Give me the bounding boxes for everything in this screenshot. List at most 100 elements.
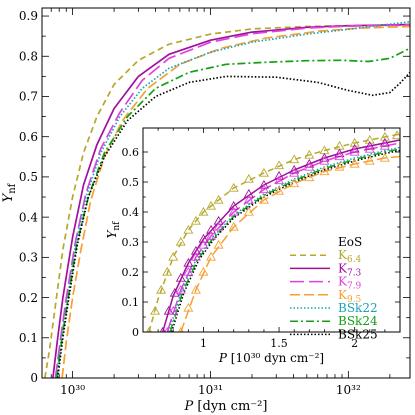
- y-axis-label-symbol: Y: [105, 230, 119, 239]
- marker-k6-4: [146, 326, 152, 332]
- marker-k6-4: [258, 167, 269, 177]
- marker-k7-9: [228, 206, 239, 216]
- marker-k9-5: [364, 155, 375, 165]
- legend-label-bsk25: BSk25: [338, 327, 378, 341]
- marker-k9-5: [349, 158, 360, 168]
- marker-k6-4: [198, 206, 209, 216]
- legend-label-subscript: 6.4: [347, 255, 362, 265]
- marker-k6-4: [213, 194, 224, 204]
- inset-panel-series-group: [146, 130, 400, 332]
- x-tick-label: 10³²: [336, 383, 361, 397]
- marker-k9-5: [379, 152, 390, 162]
- marker-k9-5: [213, 239, 224, 249]
- x-axis-label: P [dyn cm⁻²]: [184, 399, 268, 414]
- marker-k6-4: [304, 149, 315, 159]
- series-line-k9-5: [61, 25, 410, 378]
- y-tick-label: 0.4: [19, 210, 38, 224]
- series-line-bsk24: [169, 148, 400, 332]
- marker-k6-4: [156, 284, 167, 294]
- y-tick-label: 0.6: [19, 130, 38, 144]
- legend-label-subscript: 7.3: [347, 268, 362, 278]
- legend-label-k9-5: K9.5: [338, 288, 362, 305]
- y-tick-label: 0.1: [122, 296, 140, 309]
- y-tick-label: 0.3: [19, 251, 38, 265]
- main-plot-panel: 0 0.1 0.2 0.3 0.4 0.5 0.6 0.7 0.8 0.9 10³⁰ 10³¹ 10³²…: [1, 7, 411, 414]
- legend-label-number: 22: [362, 301, 377, 315]
- y-tick-label: 0.3: [122, 236, 140, 249]
- marker-k7-9: [183, 266, 194, 276]
- marker-k7-9: [206, 230, 217, 240]
- series-line-k6-4: [148, 133, 400, 332]
- marker-k7-3: [175, 272, 186, 282]
- y-tick-label: 0.8: [19, 49, 38, 63]
- y-axis-label: Ynf: [1, 182, 18, 202]
- y-tick-label: 0: [132, 326, 139, 339]
- marker-k7-3: [334, 148, 345, 158]
- marker-k7-3: [206, 224, 217, 234]
- x-tick-label: 1: [200, 337, 207, 350]
- inset-plot-panel: 0 0.1 0.2 0.3 0.4 0.5 0.6 1 1.5 2 P [10³⁰ dyn cm⁻²…: [105, 127, 401, 365]
- marker-k6-4: [349, 137, 360, 147]
- legend-label-base: K: [338, 248, 348, 262]
- marker-k7-3: [183, 257, 194, 267]
- marker-k7-9: [289, 167, 300, 177]
- marker-k9-5: [289, 178, 300, 188]
- marker-k7-9: [190, 251, 201, 261]
- marker-k7-9: [168, 305, 179, 315]
- y-tick-label: 0.2: [19, 291, 38, 305]
- series-line-bsk25: [170, 149, 400, 332]
- x-axis-label-unit: [10³⁰ dyn cm⁻²]: [227, 351, 324, 365]
- marker-k7-3: [213, 215, 224, 225]
- marker-k9-5: [243, 206, 254, 216]
- marker-k6-4: [274, 160, 285, 170]
- x-axis-label-unit: [dyn cm⁻²]: [193, 399, 267, 414]
- inset-panel-frame: [142, 127, 401, 333]
- marker-k7-3: [258, 179, 269, 189]
- series-line-bsk22: [167, 146, 400, 332]
- y-tick-label: 0.7: [19, 90, 38, 104]
- y-axis-label-subscript: nf: [112, 221, 122, 231]
- marker-k7-9: [304, 161, 315, 171]
- marker-k7-3: [379, 137, 390, 147]
- marker-k7-9: [258, 184, 269, 194]
- legend-label-k6-4: K6.4: [338, 248, 362, 265]
- y-tick-label: 0.1: [19, 331, 38, 345]
- legend-label-number: 25: [362, 327, 377, 341]
- series-line-k9-5: [180, 155, 400, 332]
- marker-k9-5: [206, 251, 217, 261]
- marker-k9-5: [334, 161, 345, 171]
- marker-k7-9: [334, 151, 345, 161]
- marker-k6-4: [175, 236, 186, 246]
- legend-label-base: BSk: [338, 301, 363, 315]
- legend-label-k7-9: K7.9: [338, 275, 362, 292]
- series-line-k7-3: [52, 23, 410, 378]
- x-tick-label: 1.5: [270, 337, 288, 350]
- y-axis-label: Ynf: [105, 221, 122, 239]
- series-line-bsk24: [56, 47, 410, 378]
- marker-k7-3: [349, 143, 360, 153]
- legend-label-bsk24: BSk24: [338, 314, 378, 328]
- marker-k9-5: [198, 266, 209, 276]
- marker-k6-4: [379, 131, 390, 141]
- marker-k7-9: [213, 221, 224, 231]
- marker-k6-4: [162, 266, 173, 276]
- legend-label-subscript: 9.5: [347, 295, 362, 305]
- x-tick-label: 10³⁰: [60, 383, 85, 397]
- marker-k7-3: [190, 245, 201, 255]
- marker-k7-3: [198, 233, 209, 243]
- marker-k6-4: [183, 224, 194, 234]
- marker-k6-4: [228, 182, 239, 192]
- y-tick-label: 0.4: [122, 206, 140, 219]
- marker-k7-3: [304, 158, 315, 168]
- x-axis-label-symbol: P: [184, 399, 194, 414]
- y-tick-label: 0.6: [122, 146, 140, 159]
- marker-k6-4: [392, 130, 400, 140]
- y-axis-label-symbol: Y: [1, 192, 16, 202]
- legend-label-number: 24: [362, 314, 378, 328]
- legend-label-base: BSk: [338, 314, 363, 328]
- legend-label-base: K: [338, 275, 348, 289]
- legend-label-base: K: [338, 261, 348, 275]
- marker-k7-9: [164, 326, 171, 332]
- marker-k7-3: [274, 170, 285, 180]
- marker-k7-9: [319, 155, 330, 165]
